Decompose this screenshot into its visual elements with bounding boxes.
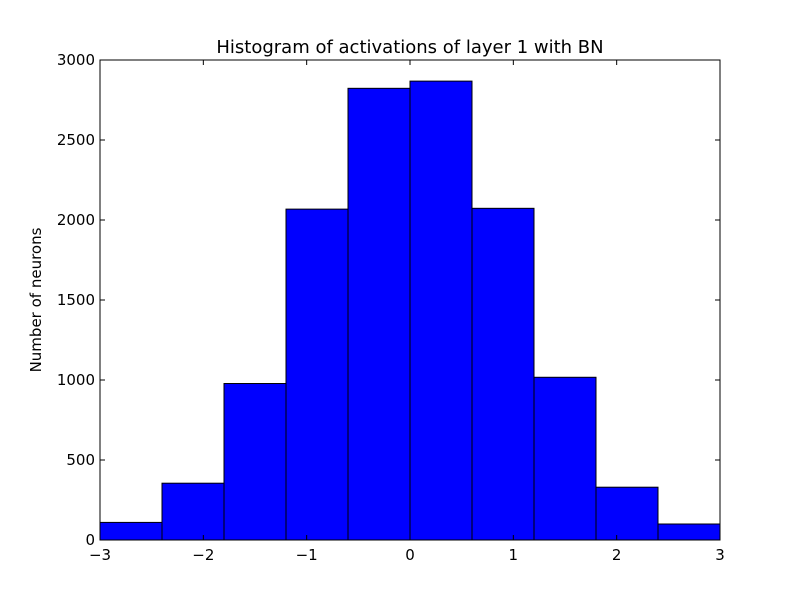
x-tick-label: −2 — [192, 546, 214, 564]
histogram-bar — [99, 521, 163, 541]
histogram-bar — [161, 482, 225, 541]
bars-group — [99, 80, 721, 541]
y-tick-label: 2000 — [57, 211, 95, 229]
x-tick-label: 1 — [509, 546, 519, 564]
histogram-bar — [409, 80, 473, 541]
histogram-bar — [533, 376, 597, 541]
y-tick-label: 1000 — [57, 371, 95, 389]
histogram-bar — [347, 87, 411, 541]
y-tick-label: 1500 — [57, 291, 95, 309]
x-tick-label: 0 — [405, 546, 415, 564]
histogram-bar — [471, 207, 535, 541]
y-axis-label: Number of neurons — [27, 227, 45, 372]
histogram-bar — [657, 523, 721, 541]
y-tick-label: 0 — [85, 531, 95, 549]
histogram-bar — [285, 208, 349, 541]
y-tick-label: 3000 — [57, 51, 95, 69]
y-tick-label: 2500 — [57, 131, 95, 149]
x-tick-label: 2 — [612, 546, 622, 564]
x-tick-label: −3 — [89, 546, 111, 564]
ticks-group: −3 −2 −1 0 1 2 3 0 500 1000 1500 2000 2500 3000 — [57, 51, 725, 564]
histogram-bar — [223, 383, 287, 541]
x-tick-label: 3 — [715, 546, 725, 564]
x-tick-label: −1 — [296, 546, 318, 564]
chart-title: Histogram of activations of layer 1 with… — [216, 37, 603, 58]
histogram-bar — [595, 486, 659, 541]
y-tick-label: 500 — [66, 451, 95, 469]
